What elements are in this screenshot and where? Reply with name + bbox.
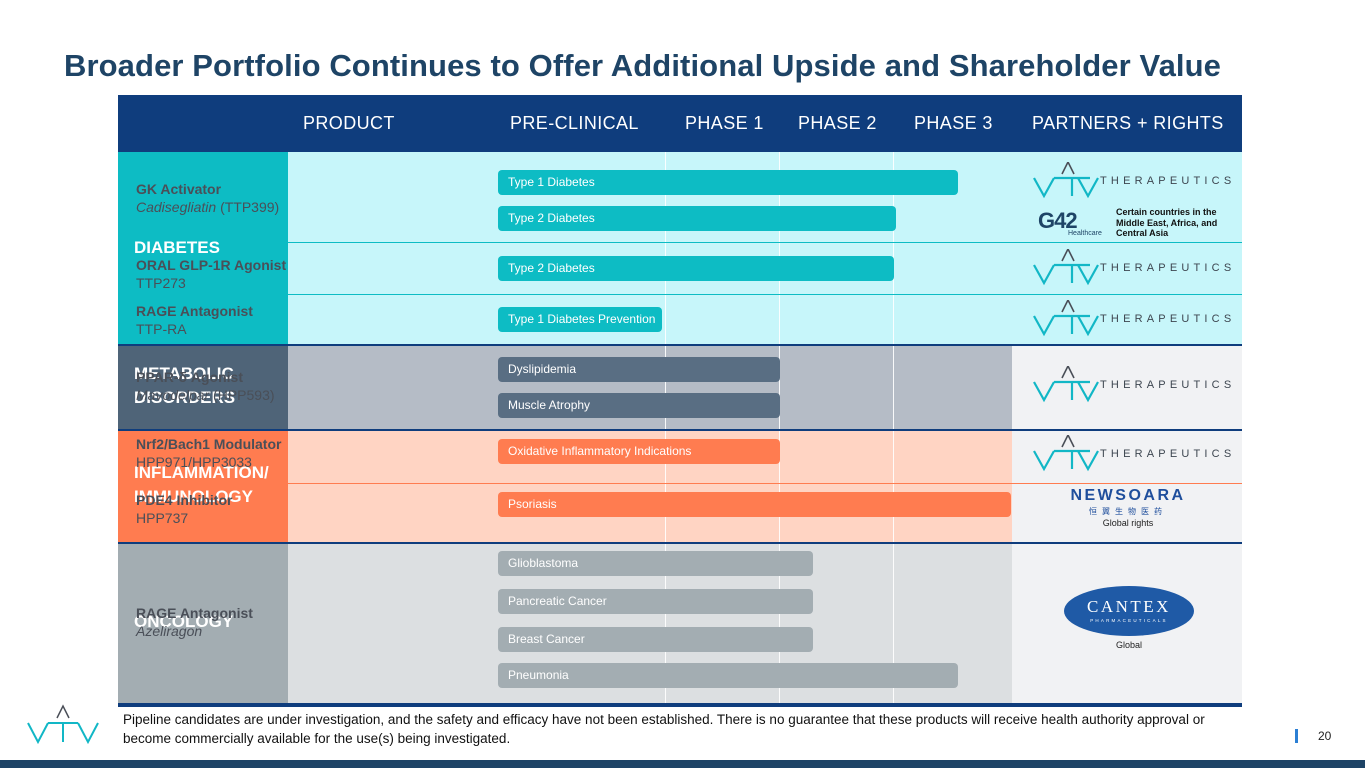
page-title: Broader Portfolio Continues to Offer Add… xyxy=(64,48,1222,83)
vtv-footer-logo xyxy=(27,704,99,745)
bottom-bar xyxy=(0,760,1365,768)
product-oral-glp1r: ORAL GLP-1R Agonist TTP273 xyxy=(136,257,287,291)
newsoara-logo: NEWSOARA 恒翼生物医药 xyxy=(1070,487,1186,516)
inflammation-category: INFLAMMATION/IMMUNOLOGY xyxy=(118,431,288,542)
diabetes-label: DIABETES xyxy=(134,238,220,257)
table-header: PRODUCT PRE-CLINICAL PHASE 1 PHASE 2 PHA… xyxy=(118,95,1242,152)
vtv-logo xyxy=(1033,300,1099,337)
header-phase3: PHASE 3 xyxy=(914,113,993,133)
oncology-section: ONCOLOGY RAGE Antagonist Azeliragon Glio… xyxy=(118,544,1242,703)
vtv-wordmark: THERAPEUTICS xyxy=(1100,175,1236,187)
header-phase1: PHASE 1 xyxy=(685,113,764,133)
g42-rights: Certain countries in the Middle East, Af… xyxy=(1116,207,1218,238)
bar-onc-glioblastoma: Glioblastoma xyxy=(498,551,813,576)
header-product: PRODUCT xyxy=(303,113,395,133)
pipeline-table: PRODUCT PRE-CLINICAL PHASE 1 PHASE 2 PHA… xyxy=(118,95,1242,707)
page-number-marker xyxy=(1295,729,1298,743)
vtv-logo xyxy=(1033,249,1099,286)
table-bottom-rule xyxy=(118,703,1242,707)
cantex-logo: CANTEX PHARMACEUTICALS xyxy=(1064,586,1194,636)
product-pde4-inhibitor: PDE4 Inhibitor HPP737 xyxy=(136,492,233,526)
inflammation-label: INFLAMMATION/IMMUNOLOGY xyxy=(134,463,269,506)
vtv-wordmark: THERAPEUTICS xyxy=(1100,262,1236,274)
bar-ppar-dyslipidemia: Dyslipidemia xyxy=(498,357,780,382)
bar-onc-breast: Breast Cancer xyxy=(498,627,813,652)
header-partners: PARTNERS + RIGHTS xyxy=(1032,113,1224,133)
product-ppar-agonist: PPAR-δ Agonist Mavodelpar (HPP593) xyxy=(136,369,275,403)
bar-gk-type2: Type 2 Diabetes xyxy=(498,206,896,231)
metabolic-category: METABOLIC DISORDERS xyxy=(118,346,288,429)
header-phase2: PHASE 2 xyxy=(798,113,877,133)
bar-gk-type1: Type 1 Diabetes xyxy=(498,170,958,195)
product-rage-antagonist-diabetes: RAGE Antagonist TTP-RA xyxy=(136,303,253,337)
product-nrf2-bach1-modulator: Nrf2/Bach1 Modulator HPP971/HPP3033 xyxy=(136,436,282,470)
vtv-wordmark: THERAPEUTICS xyxy=(1100,313,1236,325)
page-number: 20 xyxy=(1318,729,1332,743)
cantex-rights: Global xyxy=(1115,640,1142,650)
metabolic-section: METABOLIC DISORDERS PPAR-δ Agonist Mavode… xyxy=(118,346,1242,429)
oncology-label: ONCOLOGY xyxy=(134,612,234,631)
bar-onc-pancreatic: Pancreatic Cancer xyxy=(498,589,813,614)
inflammation-section: INFLAMMATION/IMMUNOLOGY Nrf2/Bach1 Modul… xyxy=(118,431,1242,542)
g42-logo: G42 Healthcare xyxy=(1038,208,1102,237)
header-preclinical: PRE-CLINICAL xyxy=(510,113,639,133)
product-gk-activator: GK Activator Cadisegliatin (TTP399) xyxy=(136,181,280,215)
newsoara-rights: Global rights xyxy=(1102,518,1154,528)
bar-pde4-psoriasis: Psoriasis xyxy=(498,492,1011,517)
vtv-wordmark: THERAPEUTICS xyxy=(1100,379,1236,391)
vtv-logo xyxy=(1033,435,1099,472)
oncology-category: ONCOLOGY xyxy=(118,544,288,703)
product-rage-antagonist-oncology: RAGE Antagonist Azeliragon xyxy=(136,605,253,639)
bar-rage-type1-prevention: Type 1 Diabetes Prevention xyxy=(498,307,662,332)
vtv-logo xyxy=(1033,366,1099,403)
metabolic-label: METABOLIC DISORDERS xyxy=(134,364,236,407)
bar-ppar-muscle-atrophy: Muscle Atrophy xyxy=(498,393,780,418)
footnote: Pipeline candidates are under investigat… xyxy=(123,712,1205,746)
vtv-logo xyxy=(1033,162,1099,199)
bar-onc-pneumonia: Pneumonia xyxy=(498,663,958,688)
diabetes-section: DIABETES GK Activator Cadisegliatin (TTP… xyxy=(118,152,1242,344)
diabetes-category: DIABETES xyxy=(118,152,288,344)
bar-glp-type2: Type 2 Diabetes xyxy=(498,256,894,281)
vtv-wordmark: THERAPEUTICS xyxy=(1100,448,1236,460)
bar-nrf2-oxidative: Oxidative Inflammatory Indications xyxy=(498,439,780,464)
